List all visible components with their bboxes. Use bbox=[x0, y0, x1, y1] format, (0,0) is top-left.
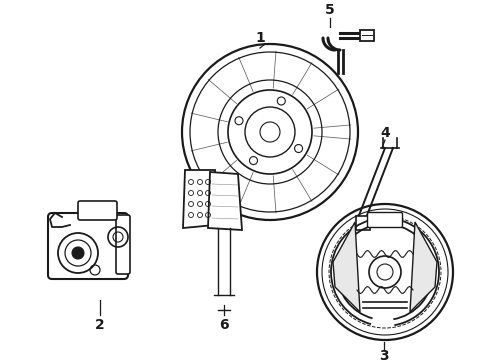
Text: 4: 4 bbox=[380, 126, 390, 140]
FancyBboxPatch shape bbox=[368, 212, 402, 228]
Text: 3: 3 bbox=[379, 349, 389, 360]
Circle shape bbox=[72, 247, 84, 259]
Polygon shape bbox=[183, 170, 215, 228]
Text: 1: 1 bbox=[255, 31, 265, 45]
FancyBboxPatch shape bbox=[78, 201, 117, 220]
FancyBboxPatch shape bbox=[356, 216, 370, 230]
Polygon shape bbox=[208, 172, 242, 230]
Text: 6: 6 bbox=[219, 318, 229, 332]
Text: 2: 2 bbox=[95, 318, 105, 332]
Text: 5: 5 bbox=[325, 3, 335, 17]
FancyBboxPatch shape bbox=[48, 213, 128, 279]
Polygon shape bbox=[410, 222, 437, 312]
Polygon shape bbox=[333, 222, 360, 312]
FancyBboxPatch shape bbox=[116, 215, 130, 274]
FancyBboxPatch shape bbox=[360, 30, 374, 41]
